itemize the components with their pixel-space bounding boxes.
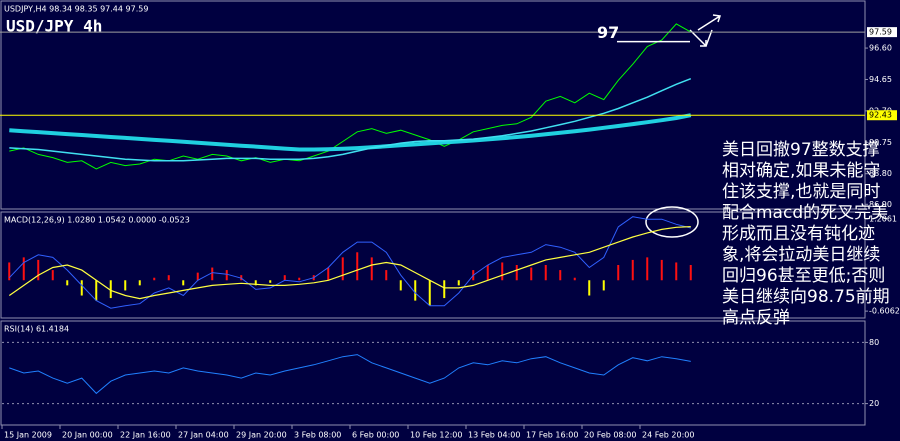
x-tick-label: 15 Jan 2009 <box>4 431 52 440</box>
panel-border <box>0 211 866 319</box>
series-line <box>9 78 692 162</box>
panel-border <box>0 0 866 210</box>
histogram-bar <box>457 280 460 286</box>
histogram-bar <box>109 280 112 299</box>
histogram-bar <box>385 270 388 281</box>
histogram-bar <box>689 265 692 281</box>
histogram-bar <box>617 265 620 281</box>
x-tick-label: 3 Feb 08:00 <box>294 431 341 440</box>
highlight-circle <box>645 206 699 238</box>
histogram-bar <box>501 262 504 281</box>
x-tick-label: 17 Feb 16:00 <box>526 431 578 440</box>
histogram-bar <box>167 275 170 281</box>
histogram-bar <box>138 280 141 286</box>
x-tick-label: 29 Jan 20:00 <box>236 431 287 440</box>
histogram-bar <box>530 267 533 281</box>
histogram-bar <box>486 265 489 281</box>
histogram-bar <box>66 280 69 286</box>
histogram-bar <box>283 275 286 281</box>
histogram-bar <box>269 280 272 283</box>
histogram-bar <box>573 277 576 281</box>
panel-border <box>0 320 866 426</box>
histogram-bar <box>327 267 330 281</box>
series-line <box>9 23 692 170</box>
histogram-bar <box>254 280 257 286</box>
x-tick-label: 22 Jan 16:00 <box>120 431 171 440</box>
level-label-box <box>867 110 897 121</box>
chart-title: USD/JPY 4h <box>6 17 102 36</box>
y-tick-label: 1.2061 <box>869 214 897 223</box>
histogram-bar <box>51 270 54 281</box>
histogram-bar <box>211 267 214 281</box>
histogram-bar <box>8 262 11 281</box>
symbol-line: USDJPY,H4 98.34 98.35 97.44 97.59 <box>4 5 148 14</box>
x-tick-label: 27 Jan 04:00 <box>178 431 229 440</box>
panel-label: RSI(14) 61.4184 <box>4 325 69 334</box>
histogram-bar <box>298 277 301 281</box>
level-label-box <box>867 27 897 38</box>
x-tick-label: 13 Feb 04:00 <box>468 431 520 440</box>
histogram-bar <box>660 259 663 281</box>
histogram-bar <box>515 265 518 281</box>
annotation-text: 97 <box>597 23 619 42</box>
histogram-bar <box>225 270 228 281</box>
histogram-bar <box>80 280 83 296</box>
histogram-bar <box>631 259 634 281</box>
arrow-up <box>697 14 721 31</box>
y-tick-label: 20 <box>869 399 879 408</box>
x-tick-label: 20 Jan 00:00 <box>62 431 113 440</box>
level-label: 92.43 <box>869 111 892 120</box>
y-tick-label: 88.80 <box>869 169 892 178</box>
histogram-bar <box>559 270 562 281</box>
histogram-bar <box>646 257 649 281</box>
x-tick-label: 6 Feb 00:00 <box>352 431 399 440</box>
histogram-bar <box>356 252 359 281</box>
series-line <box>8 226 691 300</box>
y-tick-label: 96.60 <box>869 44 892 53</box>
histogram-bar <box>544 265 547 281</box>
histogram-bar <box>95 280 98 301</box>
x-tick-label: 10 Feb 12:00 <box>410 431 462 440</box>
histogram-bar <box>675 262 678 281</box>
y-tick-label: 86.90 <box>869 200 892 209</box>
histogram-bar <box>370 257 373 281</box>
y-tick-label: 90.75 <box>869 138 892 147</box>
histogram-bar <box>399 280 402 291</box>
analysis-note: 美日回撤97整数支撑相对确定,如果未能守住该支撑,也就是同时配合macd的死叉完… <box>722 140 890 328</box>
histogram-bar <box>428 280 431 306</box>
histogram-bar <box>153 277 156 281</box>
arrows <box>689 14 721 47</box>
series-line <box>9 354 691 395</box>
y-tick-label: -0.6062 <box>869 307 900 316</box>
level-label: 97.59 <box>869 28 892 37</box>
arrow-link <box>705 29 713 47</box>
histogram-bar <box>341 257 344 281</box>
histogram-bar <box>443 280 446 299</box>
y-tick-label: 94.65 <box>869 75 892 84</box>
panel-label: MACD(12,26,9) 1.0280 1.0542 0.0000 -0.05… <box>4 216 190 225</box>
histogram-bar <box>196 272 199 281</box>
histogram-bar <box>22 257 25 281</box>
histogram-bar <box>414 280 417 301</box>
x-tick-label: 24 Feb 20:00 <box>642 431 694 440</box>
histogram-bar <box>602 280 605 291</box>
histogram-bar <box>588 280 591 296</box>
y-tick-label: 80 <box>869 338 879 347</box>
histogram-bar <box>37 259 40 281</box>
histogram-bar <box>124 280 127 291</box>
x-tick-label: 20 Feb 08:00 <box>584 431 636 440</box>
histogram-bar <box>182 280 185 286</box>
series-line <box>9 113 692 152</box>
